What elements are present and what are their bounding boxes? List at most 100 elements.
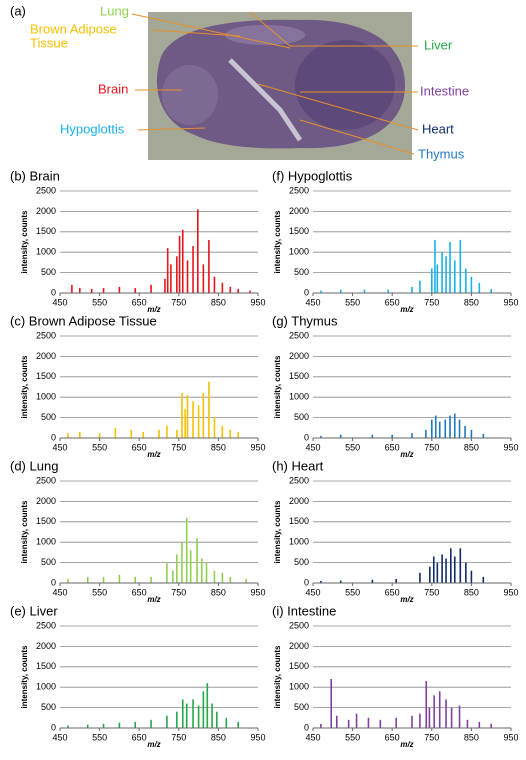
y-tick-label: 0 [51, 722, 56, 732]
panel-title: (b) Brain [10, 168, 60, 183]
x-tick-label: 750 [171, 587, 186, 597]
panel-title: (h) Heart [272, 458, 324, 473]
annotation: Heart [422, 121, 454, 136]
x-tick-label: 850 [211, 297, 226, 307]
annotation: Brown Adipose [30, 21, 117, 36]
spectrum-panel: (b) Brain 0 500 1000 1500 2000 2500 450 550 650 75… [10, 168, 266, 314]
y-tick-label: 500 [41, 557, 56, 567]
x-tick-label: 950 [503, 587, 518, 597]
y-tick-label: 2000 [289, 206, 309, 216]
tissue-image [148, 12, 412, 160]
x-axis-label: m/z [147, 305, 160, 314]
y-tick-label: 2500 [289, 330, 309, 340]
x-tick-label: 650 [385, 732, 400, 742]
tissue-region [295, 40, 395, 130]
y-tick-label: 2500 [289, 185, 309, 195]
y-tick-label: 1000 [289, 392, 309, 402]
x-tick-label: 450 [305, 297, 320, 307]
spectrum-panel: (e) Liver 0 500 1000 1500 2000 2500 450 550 650 75… [10, 603, 266, 749]
annotation: Lung [100, 3, 129, 18]
y-tick-label: 2500 [289, 475, 309, 485]
y-tick-label: 1000 [36, 247, 56, 257]
y-tick-label: 1500 [289, 371, 309, 381]
x-tick-label: 850 [211, 587, 226, 597]
x-tick-label: 950 [250, 732, 265, 742]
x-tick-label: 850 [464, 297, 479, 307]
spectrum-panel: (h) Heart 0 500 1000 1500 2000 2500 450 550 650 75… [272, 458, 519, 604]
x-axis-label: m/z [147, 595, 160, 604]
x-tick-label: 550 [345, 587, 360, 597]
y-tick-label: 0 [51, 287, 56, 297]
x-tick-label: 450 [305, 587, 320, 597]
x-axis-label: m/z [400, 305, 413, 314]
y-tick-label: 0 [304, 722, 309, 732]
y-tick-label: 1000 [36, 682, 56, 692]
y-tick-label: 1000 [36, 537, 56, 547]
x-tick-label: 550 [92, 732, 107, 742]
x-tick-label: 650 [385, 587, 400, 597]
y-tick-label: 1000 [289, 682, 309, 692]
x-tick-label: 750 [424, 297, 439, 307]
leader-lines [131, 11, 419, 155]
x-tick-label: 650 [132, 587, 147, 597]
annotation: Intestine [420, 83, 469, 98]
y-tick-label: 2500 [36, 330, 56, 340]
x-tick-label: 550 [92, 442, 107, 452]
y-axis-label: intensity, counts [273, 645, 282, 709]
x-tick-label: 650 [132, 442, 147, 452]
y-tick-label: 1500 [36, 371, 56, 381]
leader-line [299, 119, 415, 155]
x-tick-label: 650 [132, 297, 147, 307]
y-tick-label: 1000 [289, 537, 309, 547]
x-tick-label: 950 [250, 297, 265, 307]
x-tick-label: 550 [345, 297, 360, 307]
leader-line [137, 127, 206, 131]
leader-line [151, 29, 241, 37]
y-tick-label: 2500 [36, 620, 56, 630]
y-tick-label: 2000 [289, 641, 309, 651]
y-axis-label: intensity, counts [273, 500, 282, 564]
x-axis-label: m/z [147, 740, 160, 749]
x-tick-label: 850 [464, 732, 479, 742]
leader-line [249, 11, 418, 47]
y-axis-label: intensity, counts [273, 355, 282, 419]
y-tick-label: 0 [304, 287, 309, 297]
x-tick-label: 750 [171, 732, 186, 742]
y-tick-label: 0 [51, 432, 56, 442]
x-axis-label: m/z [400, 450, 413, 459]
y-tick-label: 500 [294, 702, 309, 712]
y-axis-label: intensity, counts [20, 645, 29, 709]
x-tick-label: 850 [211, 442, 226, 452]
leader-line [257, 83, 419, 131]
y-tick-label: 500 [294, 557, 309, 567]
y-tick-label: 2000 [36, 351, 56, 361]
tissue-region [225, 25, 305, 45]
x-axis-label: m/z [400, 595, 413, 604]
x-tick-label: 450 [305, 732, 320, 742]
x-tick-label: 650 [385, 297, 400, 307]
y-tick-label: 500 [294, 267, 309, 277]
annotation: Thymus [418, 146, 465, 161]
x-tick-label: 750 [171, 297, 186, 307]
annotation: Tissue [30, 35, 68, 50]
x-tick-label: 450 [52, 297, 67, 307]
x-tick-label: 650 [132, 732, 147, 742]
y-tick-label: 2500 [36, 475, 56, 485]
y-tick-label: 1500 [36, 661, 56, 671]
y-tick-label: 2000 [36, 496, 56, 506]
x-tick-label: 550 [92, 297, 107, 307]
y-tick-label: 2000 [289, 496, 309, 506]
panel-title: (e) Liver [10, 603, 58, 618]
y-tick-label: 500 [41, 412, 56, 422]
x-tick-label: 750 [424, 442, 439, 452]
y-axis-label: intensity, counts [273, 210, 282, 274]
panel-label: (a) [10, 3, 26, 18]
x-tick-label: 750 [424, 732, 439, 742]
x-tick-label: 550 [92, 587, 107, 597]
panel-title: (i) Intestine [272, 603, 336, 618]
x-tick-label: 750 [171, 442, 186, 452]
x-tick-label: 950 [503, 732, 518, 742]
panel-title: (f) Hypoglottis [272, 168, 353, 183]
y-tick-label: 1500 [289, 226, 309, 236]
